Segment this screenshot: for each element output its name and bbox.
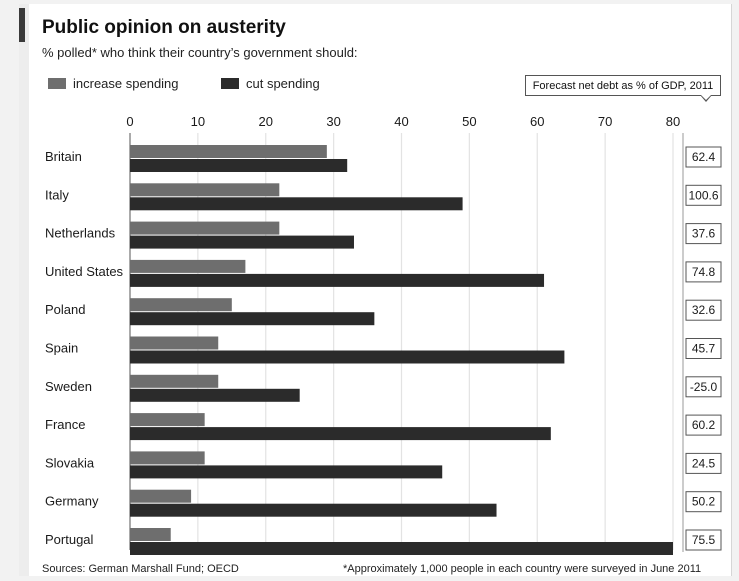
title-accent-bar: [19, 8, 25, 42]
country-label-france: France: [45, 417, 85, 432]
debt-box-united-states: [685, 261, 722, 283]
bar-increase-netherlands: [130, 221, 280, 235]
legend-item-cut: cut spending: [221, 76, 320, 91]
country-label-italy: Italy: [45, 187, 69, 202]
debt-value-united-states: 74.8: [692, 265, 716, 279]
legend-label-increase: increase spending: [73, 76, 179, 91]
country-label-spain: Spain: [45, 341, 78, 356]
debt-table-header: Forecast net debt as % of GDP, 2011: [525, 75, 721, 96]
legend-item-increase: increase spending: [48, 76, 179, 91]
left-margin-bar: [19, 4, 29, 576]
legend-swatch-cut: [221, 78, 239, 89]
debt-value-france: 60.2: [692, 418, 716, 432]
bar-cut-netherlands: [130, 235, 354, 249]
debt-box-britain: [685, 146, 722, 168]
country-label-sweden: Sweden: [45, 379, 92, 394]
country-label-germany: Germany: [45, 494, 99, 509]
chart-panel: [19, 4, 732, 576]
bar-increase-spain: [130, 336, 219, 350]
country-label-united-states: United States: [45, 264, 124, 279]
chart-title: Public opinion on austerity: [42, 17, 286, 38]
debt-header-pointer-inner: [701, 95, 711, 100]
debt-value-spain: 45.7: [692, 342, 716, 356]
bar-increase-united-states: [130, 259, 246, 273]
bar-increase-germany: [130, 489, 192, 503]
bar-cut-germany: [130, 503, 497, 517]
debt-box-slovakia: [685, 452, 722, 474]
x-tick-label-0: 0: [126, 114, 133, 129]
legend-swatch-increase: [48, 78, 66, 89]
debt-value-portugal: 75.5: [692, 533, 716, 547]
country-label-portugal: Portugal: [45, 532, 94, 547]
country-label-slovakia: Slovakia: [45, 455, 95, 470]
debt-value-sweden: -25.0: [690, 380, 718, 394]
debt-value-poland: 32.6: [692, 303, 716, 317]
x-tick-label-80: 80: [666, 114, 680, 129]
debt-value-britain: 62.4: [692, 150, 716, 164]
debt-value-slovakia: 24.5: [692, 456, 716, 470]
x-tick-label-20: 20: [259, 114, 273, 129]
bar-cut-united-states: [130, 273, 545, 287]
country-label-netherlands: Netherlands: [45, 226, 116, 241]
debt-value-netherlands: 37.6: [692, 227, 716, 241]
x-tick-label-70: 70: [598, 114, 612, 129]
x-tick-label-50: 50: [462, 114, 476, 129]
bar-increase-slovakia: [130, 451, 205, 465]
country-label-poland: Poland: [45, 302, 85, 317]
bar-cut-spain: [130, 350, 565, 364]
debt-box-portugal: [685, 529, 722, 551]
bar-cut-france: [130, 427, 551, 441]
debt-value-germany: 50.2: [692, 495, 716, 509]
debt-box-germany: [685, 491, 722, 513]
bar-cut-britain: [130, 159, 348, 172]
x-tick-label-10: 10: [191, 114, 205, 129]
bar-cut-poland: [130, 312, 375, 326]
bar-increase-sweden: [130, 374, 219, 388]
bar-cut-slovakia: [130, 465, 443, 479]
legend-label-cut: cut spending: [246, 76, 320, 91]
x-tick-label-30: 30: [326, 114, 340, 129]
bar-increase-britain: [130, 145, 327, 158]
debt-box-sweden: [685, 376, 722, 398]
bar-increase-portugal: [130, 528, 171, 541]
x-tick-label-40: 40: [394, 114, 408, 129]
bar-cut-italy: [130, 197, 463, 211]
debt-box-netherlands: [685, 223, 722, 245]
bar-increase-poland: [130, 298, 232, 312]
debt-box-italy: [685, 184, 722, 206]
bar-cut-portugal: [130, 542, 673, 555]
debt-box-poland: [685, 299, 722, 321]
bar-increase-italy: [130, 183, 280, 197]
debt-value-italy: 100.6: [688, 188, 718, 202]
debt-box-france: [685, 414, 722, 436]
x-tick-label-60: 60: [530, 114, 544, 129]
bar-cut-sweden: [130, 388, 300, 402]
sources-note: Sources: German Marshall Fund; OECD: [42, 563, 239, 575]
bar-increase-france: [130, 413, 205, 427]
debt-box-spain: [685, 338, 722, 359]
survey-footnote: *Approximately 1,000 people in each coun…: [343, 563, 702, 575]
chart-subtitle: % polled* who think their country’s gove…: [42, 45, 358, 60]
country-label-britain: Britain: [45, 149, 82, 164]
